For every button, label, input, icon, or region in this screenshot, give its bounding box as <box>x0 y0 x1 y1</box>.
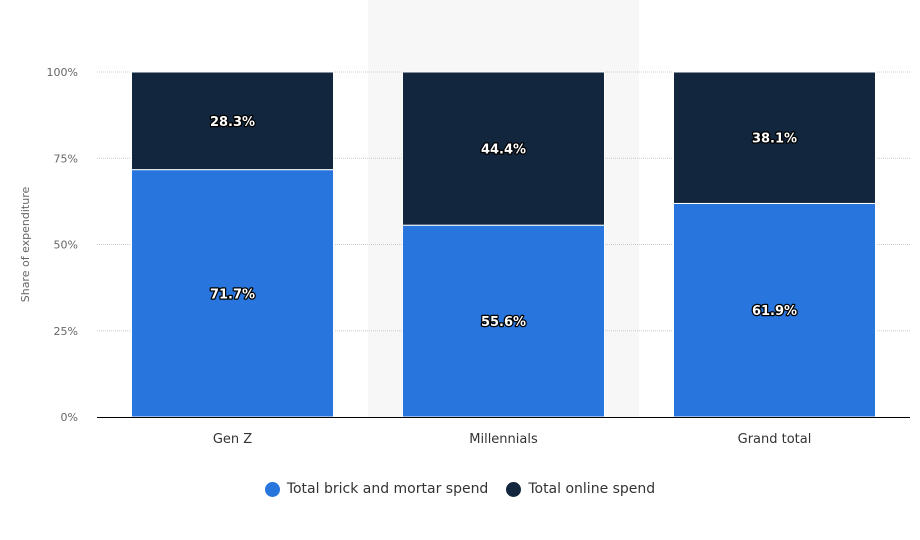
y-tick-label: 25% <box>54 325 78 338</box>
bar-segment <box>673 71 876 204</box>
x-tick-label: Gen Z <box>213 432 252 447</box>
y-tick-label: 0% <box>61 411 78 424</box>
data-label: 38.1% <box>752 132 797 147</box>
bar-segment <box>131 71 334 171</box>
legend-label: Total brick and mortar spend <box>286 481 489 497</box>
x-tick-label: Grand total <box>738 432 812 447</box>
y-tick-label: 50% <box>54 239 78 252</box>
y-tick-label: 75% <box>54 152 78 165</box>
legend-label: Total online spend <box>528 481 656 497</box>
bar-segment <box>673 202 876 418</box>
y-tick-label: 100% <box>47 66 78 79</box>
data-label: 44.4% <box>481 143 526 158</box>
data-label: 28.3% <box>210 115 255 130</box>
legend-item[interactable]: Total brick and mortar spend <box>264 481 489 497</box>
data-label: 71.7% <box>210 287 255 302</box>
bar-segment <box>402 224 605 418</box>
legend-marker-icon <box>264 481 280 497</box>
y-axis-label: Share of expenditure <box>19 187 32 303</box>
legend-item[interactable]: Total online spend <box>506 481 655 497</box>
data-label: 55.6% <box>481 315 526 330</box>
legend-marker-icon <box>506 481 522 497</box>
data-label: 61.9% <box>752 304 797 319</box>
legend: Total brick and mortar spend Total online… <box>0 481 920 497</box>
x-tick-label: Millennials <box>469 432 538 447</box>
bar-segment <box>402 71 605 226</box>
bar-segment <box>131 169 334 418</box>
